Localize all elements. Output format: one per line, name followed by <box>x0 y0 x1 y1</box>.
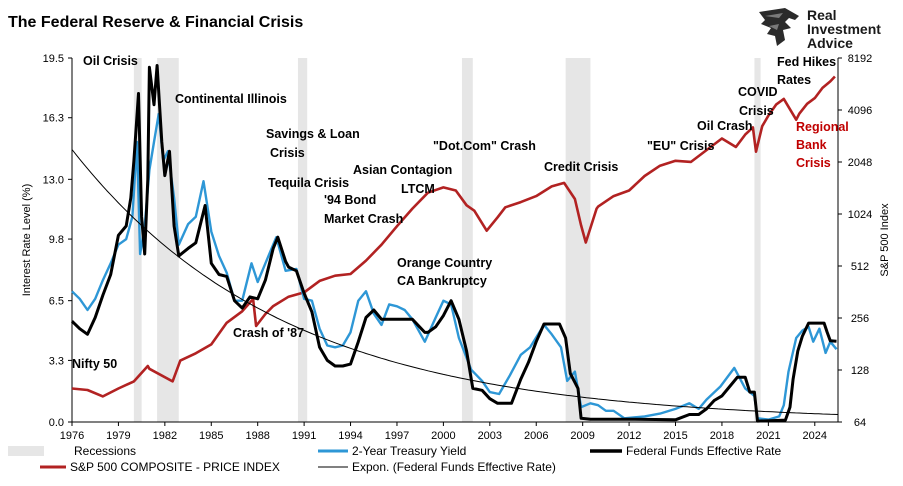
x-tick-label: 1979 <box>106 430 130 442</box>
annotation-label: "Dot.Com" Crash <box>433 139 536 153</box>
annotation-label: Tequila Crisis <box>268 176 349 190</box>
x-tick-label: 2021 <box>756 430 780 442</box>
brand-logo: Real Investment Advice <box>755 6 895 52</box>
series-2yr-treasury-line <box>71 112 838 421</box>
y-tick-label: 6.5 <box>49 296 64 308</box>
recession-bands <box>133 58 761 422</box>
annotations: Oil Crisis Continental Illinois Savings & … <box>72 54 849 371</box>
x-tick-label: 2018 <box>710 430 734 442</box>
series-exponential-trend-line <box>71 149 839 415</box>
series-fed-funds-line <box>70 64 837 423</box>
x-tick-label: 1988 <box>245 430 269 442</box>
brand-line-3: Advice <box>807 35 853 51</box>
annotation-label: Oil Crash <box>697 119 753 133</box>
x-tick-label: 1997 <box>385 430 409 442</box>
x-tick-label: 2024 <box>803 430 827 442</box>
annotation-label: CA Bankruptcy <box>397 274 487 288</box>
annotation-label: COVID <box>738 85 778 99</box>
annotation-label: Crisis <box>796 156 831 170</box>
eagle-head-icon <box>759 8 799 46</box>
y-tick-label: 3.3 <box>49 355 64 367</box>
legend-label-2yr: 2-Year Treasury Yield <box>352 444 466 458</box>
annotation-label: Crisis <box>739 104 774 118</box>
recession-band <box>461 58 473 422</box>
y2-tick-label: 128 <box>851 365 869 377</box>
x-tick-label: 1985 <box>199 430 223 442</box>
y2-tick-label: 512 <box>851 261 869 273</box>
y2-tick-label: 2048 <box>848 157 872 169</box>
x-tick-label: 2000 <box>431 430 455 442</box>
y2-tick-label: 8192 <box>848 53 872 65</box>
annotation-label: Fed Hikes <box>777 55 836 69</box>
annotation-label: Crash of '87 <box>233 326 304 340</box>
brand-line-2: Investment <box>807 21 881 37</box>
legend-label-sp500: S&P 500 COMPOSITE - PRICE INDEX <box>70 460 280 474</box>
legend-label-fedfunds: Federal Funds Effective Rate <box>626 444 782 458</box>
annotation-label: Savings & Loan <box>266 127 360 141</box>
legend: Recessions 2-Year Treasury Yield Federal F… <box>8 444 782 474</box>
y-tick-label: 19.5 <box>43 53 64 65</box>
brand-name: Real Investment Advice <box>807 8 881 50</box>
annotation-label: Bank <box>796 138 827 152</box>
annotation-label: '94 Bond <box>324 193 376 207</box>
x-tick-label: 1991 <box>292 430 316 442</box>
annotation-label: Orange Country <box>397 256 492 270</box>
x-tick-label: 1982 <box>153 430 177 442</box>
legend-swatch-recessions <box>8 446 44 456</box>
y2-tick-label: 64 <box>854 417 866 429</box>
y-tick-label: 16.3 <box>43 113 64 125</box>
y-axis-title: Interest Rate Level (%) <box>21 184 33 297</box>
x-tick-label: 2009 <box>570 430 594 442</box>
x-tick-label: 2012 <box>617 430 641 442</box>
axes: 1976 1979 1982 1985 1988 1991 1994 1997 2000 2003… <box>21 53 891 442</box>
y2-tick-label: 4096 <box>848 105 872 117</box>
y2-tick-label: 256 <box>851 313 869 325</box>
annotation-label: Regional <box>796 120 849 134</box>
x-tick-label: 2003 <box>478 430 502 442</box>
annotation-label: Crisis <box>270 146 305 160</box>
x-tick-label: 1994 <box>338 430 362 442</box>
y-tick-label: 0.0 <box>49 417 64 429</box>
annotation-label: Nifty 50 <box>72 357 117 371</box>
series-sp500-line <box>71 75 836 398</box>
annotation-label: Continental Illinois <box>175 92 287 106</box>
brand-line-1: Real <box>807 7 837 23</box>
y-tick-label: 9.8 <box>49 234 64 246</box>
legend-label-recessions: Recessions <box>74 444 136 458</box>
recession-band <box>133 58 142 422</box>
annotation-label: LTCM <box>401 182 435 196</box>
x-tick-label: 2006 <box>524 430 548 442</box>
legend-label-expon: Expon. (Federal Funds Effective Rate) <box>352 460 556 474</box>
x-tick-label: 2015 <box>663 430 687 442</box>
recession-band <box>297 58 308 422</box>
annotation-label: Asian Contagion <box>353 163 452 177</box>
chart-title: The Federal Reserve & Financial Crisis <box>8 14 304 31</box>
x-tick-label: 1976 <box>60 430 84 442</box>
annotation-label: Credit Crisis <box>544 160 618 174</box>
y2-axis-title: S&P 500 Index <box>879 203 891 277</box>
y-tick-label: 13.0 <box>43 174 64 186</box>
annotation-label: "EU" Crisis <box>647 139 714 153</box>
series-lines <box>70 64 839 423</box>
annotation-label: Rates <box>777 73 811 87</box>
annotation-label: Market Crash <box>324 212 403 226</box>
recession-band <box>754 58 761 422</box>
y2-tick-label: 1024 <box>848 209 872 221</box>
annotation-label: Oil Crisis <box>83 54 138 68</box>
